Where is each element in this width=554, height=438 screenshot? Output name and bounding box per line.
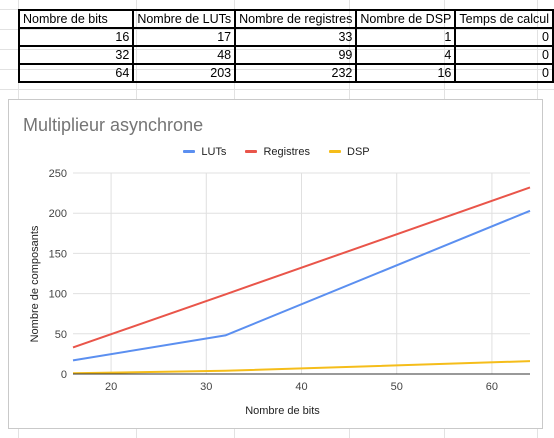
header-cell[interactable]: Nombre de DSP [356,10,455,28]
x-tick-label: 20 [105,381,117,393]
y-tick-label: 150 [49,248,67,260]
table-cell[interactable]: 232 [235,64,356,82]
y-tick-label: 200 [49,208,67,220]
table-row: 32 48 99 4 0 [19,46,553,64]
table-cell[interactable]: 203 [133,64,235,82]
table-header-row: Nombre de bits Nombre de LUTs Nombre de … [19,10,553,28]
y-tick-label: 100 [49,289,67,301]
table-cell[interactable]: 0 [455,46,553,64]
table-cell[interactable]: 1 [356,28,455,46]
table-cell[interactable]: 48 [133,46,235,64]
table-row: 64 203 232 16 0 [19,64,553,82]
x-axis-title: Nombre de bits [9,405,544,417]
table-cell[interactable]: 17 [133,28,235,46]
table-cell[interactable]: 32 [19,46,133,64]
data-table: Nombre de bits Nombre de LUTs Nombre de … [18,9,554,83]
x-tick-label: 60 [486,381,498,393]
y-tick-label: 250 [49,168,67,180]
header-cell[interactable]: Temps de calcul [455,10,553,28]
table-cell[interactable]: 33 [235,28,356,46]
x-tick-label: 50 [391,381,403,393]
table-cell[interactable]: 64 [19,64,133,82]
x-tick-label: 40 [295,381,307,393]
table-cell[interactable]: 4 [356,46,455,64]
table-cell[interactable]: 16 [19,28,133,46]
header-cell[interactable]: Nombre de registres [235,10,356,28]
y-tick-label: 50 [55,329,67,341]
chart-plot: 0 50 100 150 200 250 20 30 40 50 60 [9,100,544,430]
table-cell[interactable]: 16 [356,64,455,82]
y-axis-title: Nombre de composants [29,224,41,344]
x-tick-label: 30 [200,381,212,393]
y-tick-label: 0 [61,369,67,381]
header-cell[interactable]: Nombre de LUTs [133,10,235,28]
table-cell[interactable]: 0 [455,64,553,82]
table-row: 16 17 33 1 0 [19,28,553,46]
table-cell[interactable]: 99 [235,46,356,64]
table-cell[interactable]: 0 [455,28,553,46]
chart-card[interactable]: Multiplieur asynchrone LUTs Registres DS… [8,99,543,429]
header-cell[interactable]: Nombre de bits [19,10,133,28]
